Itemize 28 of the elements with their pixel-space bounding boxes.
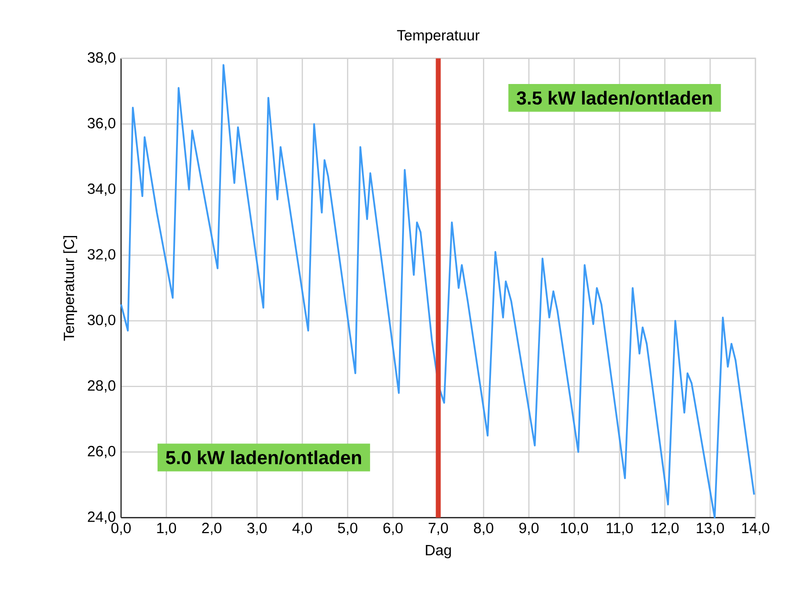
x-tick-label: 6,0 bbox=[383, 522, 403, 536]
x-tick-label: 1,0 bbox=[157, 522, 176, 536]
x-tick-label: 9,0 bbox=[519, 522, 539, 536]
x-tick-label: 3,0 bbox=[247, 522, 267, 536]
y-tick-label: 32,0 bbox=[88, 249, 116, 262]
x-axis-title: Dag bbox=[426, 545, 451, 558]
y-tick-label: 30,0 bbox=[88, 314, 116, 327]
x-tick-label: 11,0 bbox=[606, 522, 633, 536]
x-tick-label: 0,0 bbox=[111, 522, 131, 536]
x-tick-label: 8,0 bbox=[474, 522, 494, 536]
y-tick-label: 26,0 bbox=[88, 446, 116, 458]
y-tick-label: 38,0 bbox=[88, 52, 116, 65]
x-tick-label: 2,0 bbox=[202, 522, 222, 536]
x-tick-label: 10,0 bbox=[560, 522, 588, 536]
x-tick-label: 14,0 bbox=[742, 522, 770, 536]
x-tick-label: 7,0 bbox=[428, 522, 448, 536]
y-tick-label: 34,0 bbox=[88, 184, 116, 196]
annotation: 5.0 kW laden/ontladen bbox=[166, 450, 362, 464]
x-tick-label: 13,0 bbox=[696, 522, 724, 536]
y-tick-label: 28,0 bbox=[88, 380, 116, 393]
y-tick-label: 24,0 bbox=[88, 512, 116, 524]
y-tick-label: 36,0 bbox=[88, 118, 116, 130]
x-tick-label: 5,0 bbox=[338, 522, 358, 536]
x-tick-label: 12,0 bbox=[652, 522, 679, 536]
y-axis-title: Temperatuur [C] bbox=[63, 236, 78, 341]
x-tick-label: 4,0 bbox=[292, 522, 312, 536]
annotation: 3.5 kW laden/ontladen bbox=[516, 90, 712, 105]
chart-title: Temperatuur bbox=[397, 30, 480, 44]
